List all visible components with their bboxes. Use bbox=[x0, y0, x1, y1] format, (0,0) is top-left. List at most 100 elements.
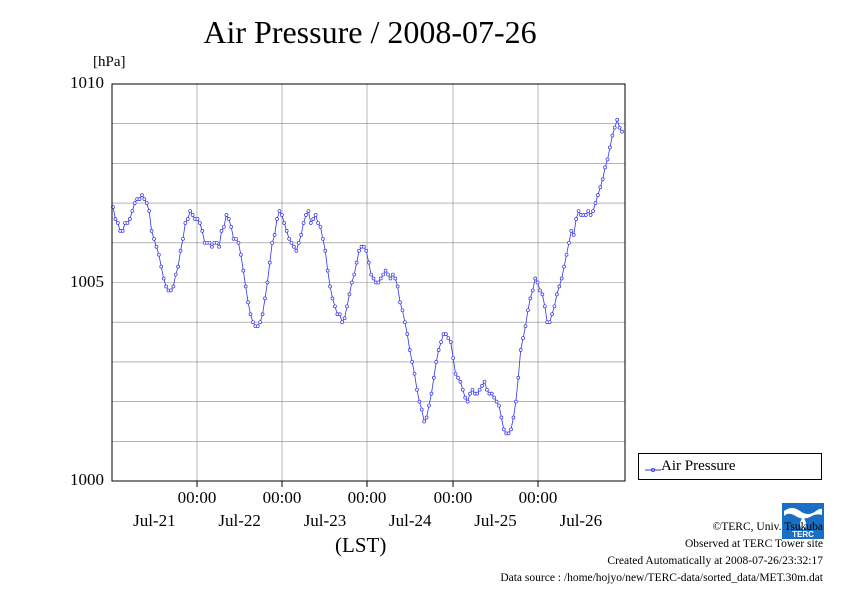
y-tick-label: 1005 bbox=[70, 271, 104, 291]
data-point bbox=[596, 193, 600, 198]
data-point bbox=[485, 387, 489, 392]
grid-lines bbox=[112, 84, 625, 481]
data-point bbox=[499, 415, 504, 420]
y-tick-label: 1000 bbox=[70, 470, 104, 489]
x-tick-time-label: 00:00 bbox=[177, 488, 217, 507]
data-point bbox=[217, 244, 221, 249]
data-point bbox=[571, 233, 576, 237]
x-tick-time-label: 00:00 bbox=[518, 488, 558, 507]
data-point bbox=[176, 264, 180, 269]
data-point bbox=[424, 415, 429, 420]
data-point bbox=[246, 300, 250, 305]
data-point bbox=[412, 371, 417, 376]
x-tick-time-label: 00:00 bbox=[262, 488, 302, 507]
x-tick-date-label: Jul-23 bbox=[303, 511, 347, 530]
data-point bbox=[439, 340, 443, 344]
data-point bbox=[371, 276, 376, 281]
data-point bbox=[130, 209, 135, 213]
data-point bbox=[386, 272, 390, 277]
data-point bbox=[120, 229, 125, 233]
series-air-pressure bbox=[111, 117, 624, 436]
data-point bbox=[489, 391, 494, 396]
data-point bbox=[583, 213, 588, 217]
data-point bbox=[456, 375, 460, 380]
y-tick-label: 1010 bbox=[70, 73, 104, 92]
data-point bbox=[562, 264, 566, 269]
data-point bbox=[378, 276, 383, 281]
data-point bbox=[323, 248, 328, 253]
data-point bbox=[169, 288, 173, 293]
data-point bbox=[152, 236, 156, 241]
data-point bbox=[528, 296, 533, 301]
data-point bbox=[547, 320, 552, 325]
legend-swatch bbox=[645, 467, 661, 473]
data-point bbox=[434, 360, 439, 364]
x-tick-date-label: Jul-21 bbox=[133, 511, 176, 530]
data-point bbox=[304, 213, 308, 217]
data-point bbox=[316, 221, 320, 225]
data-point bbox=[395, 284, 400, 289]
data-point bbox=[492, 395, 496, 400]
data-point bbox=[299, 233, 304, 237]
data-point bbox=[364, 248, 369, 253]
data-point bbox=[497, 403, 501, 408]
data-point bbox=[588, 213, 593, 217]
data-point bbox=[591, 209, 595, 213]
data-point bbox=[325, 268, 330, 273]
data-point bbox=[538, 288, 542, 293]
data-point bbox=[400, 308, 405, 313]
data-point bbox=[444, 332, 448, 336]
data-point bbox=[125, 221, 130, 225]
data-point bbox=[280, 213, 284, 217]
axis-ticks bbox=[196, 481, 539, 487]
data-point bbox=[354, 260, 359, 265]
data-point bbox=[526, 308, 530, 313]
data-point bbox=[349, 280, 354, 285]
data-point bbox=[294, 248, 299, 253]
data-point bbox=[535, 280, 540, 285]
data-point bbox=[451, 356, 455, 360]
plot-frame bbox=[111, 83, 626, 482]
legend-label: Air Pressure bbox=[661, 458, 736, 474]
data-point bbox=[306, 209, 311, 213]
footer-source: Data source : /home/hojyo/new/TERC-data/… bbox=[500, 572, 823, 584]
data-point bbox=[390, 272, 395, 277]
data-point bbox=[603, 165, 607, 170]
data-point bbox=[272, 233, 277, 237]
data-point bbox=[410, 360, 414, 364]
footer-credit: ©TERC, Univ. Tsukuba bbox=[712, 521, 823, 533]
data-point bbox=[405, 332, 410, 336]
data-point bbox=[239, 252, 243, 257]
data-point bbox=[308, 221, 313, 225]
data-point bbox=[422, 419, 427, 424]
data-point bbox=[282, 221, 287, 225]
data-point bbox=[140, 193, 144, 198]
data-point bbox=[260, 312, 265, 317]
data-point bbox=[559, 276, 564, 281]
data-point bbox=[477, 387, 482, 392]
logo-text: TERC bbox=[792, 530, 814, 539]
data-point bbox=[142, 197, 147, 201]
data-point bbox=[557, 284, 562, 289]
data-point bbox=[542, 304, 547, 309]
data-point bbox=[552, 304, 557, 309]
data-point bbox=[475, 391, 480, 396]
data-point bbox=[241, 268, 246, 273]
data-point bbox=[161, 276, 166, 281]
data-point bbox=[550, 312, 554, 317]
data-point bbox=[287, 236, 291, 241]
data-point bbox=[494, 399, 499, 404]
data-point bbox=[564, 252, 569, 257]
data-point bbox=[226, 217, 231, 221]
data-point bbox=[376, 280, 381, 285]
data-point bbox=[480, 383, 484, 388]
data-point bbox=[210, 244, 214, 249]
data-point bbox=[431, 375, 436, 380]
data-point bbox=[362, 244, 366, 249]
data-point bbox=[171, 284, 176, 289]
data-point bbox=[234, 236, 238, 241]
data-point bbox=[352, 272, 357, 277]
data-point bbox=[533, 276, 538, 281]
data-point bbox=[178, 248, 183, 253]
data-point bbox=[149, 229, 154, 233]
